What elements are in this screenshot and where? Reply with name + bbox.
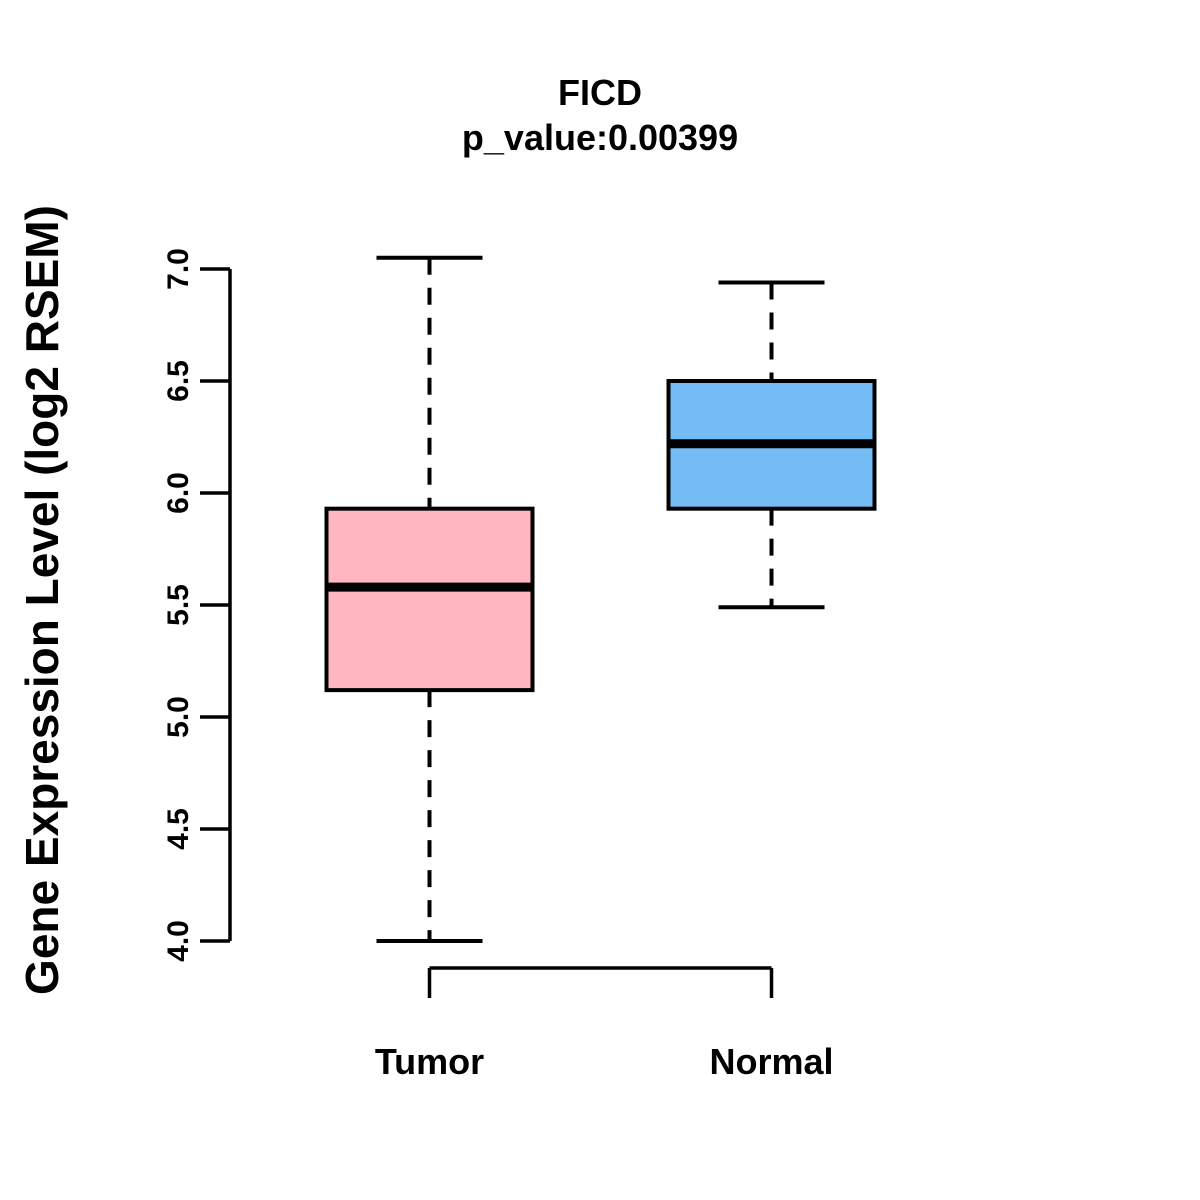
y-axis: 4.0 4.5 5.0 5.5 6.0 6.5 7.0 bbox=[162, 248, 232, 962]
x-label-normal: Normal bbox=[709, 1041, 833, 1082]
y-axis-title: Gene Expression Level (log2 RSEM) bbox=[16, 205, 68, 995]
y-tick-label: 6.5 bbox=[162, 360, 195, 402]
y-tick-label: 6.0 bbox=[162, 472, 195, 514]
y-tick-label: 5.5 bbox=[162, 584, 195, 626]
chart-title: FICD bbox=[558, 72, 642, 113]
x-label-tumor: Tumor bbox=[375, 1041, 484, 1082]
y-tick-label: 4.5 bbox=[162, 808, 195, 850]
tumor-box bbox=[324, 506, 535, 693]
y-tick-label: 4.0 bbox=[162, 920, 195, 962]
y-tick-label: 5.0 bbox=[162, 696, 195, 738]
y-tick-label: 7.0 bbox=[162, 248, 195, 290]
box-series bbox=[324, 255, 877, 943]
x-axis bbox=[427, 966, 774, 998]
chart-subtitle: p_value:0.00399 bbox=[462, 117, 738, 158]
